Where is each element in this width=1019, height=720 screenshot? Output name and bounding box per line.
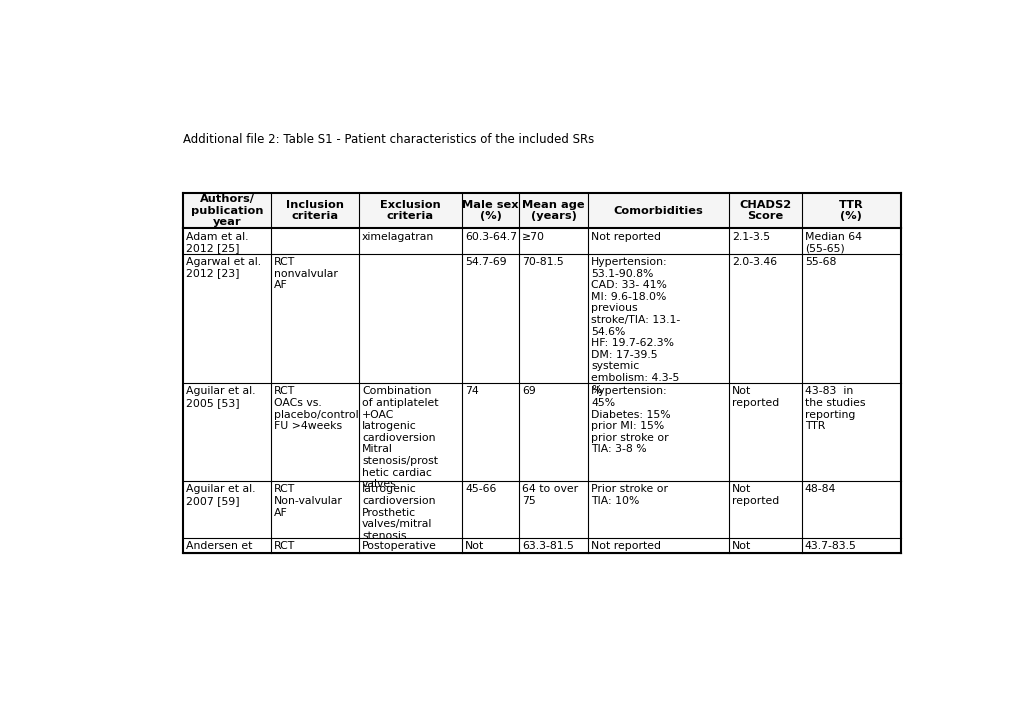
Text: 60.3-64.7: 60.3-64.7 <box>465 232 517 241</box>
Text: Comorbidities: Comorbidities <box>613 206 703 215</box>
Text: Not reported: Not reported <box>590 232 660 241</box>
Text: ximelagatran: ximelagatran <box>362 232 434 241</box>
Text: Exclusion
criteria: Exclusion criteria <box>380 199 440 221</box>
Bar <box>183 228 900 254</box>
Text: RCT
nonvalvular
AF: RCT nonvalvular AF <box>274 257 337 290</box>
Text: RCT: RCT <box>274 541 296 551</box>
Text: Mean age
(years): Mean age (years) <box>522 199 584 221</box>
Text: 74: 74 <box>465 387 478 396</box>
Text: Prior stroke or
TIA: 10%: Prior stroke or TIA: 10% <box>590 485 667 506</box>
Text: Not
reported: Not reported <box>732 485 779 506</box>
Text: Postoperative: Postoperative <box>362 541 436 551</box>
Bar <box>183 383 900 482</box>
Text: Hypertension:
45%
Diabetes: 15%
prior MI: 15%
prior stroke or
TIA: 3-8 %: Hypertension: 45% Diabetes: 15% prior MI… <box>590 387 671 454</box>
Text: 45-66: 45-66 <box>465 485 496 495</box>
Text: Combination
of antiplatelet
+OAC
Iatrogenic
cardioversion
Mitral
stenosis/prost
: Combination of antiplatelet +OAC Iatroge… <box>362 387 438 489</box>
Text: Iatrogenic
cardioversion
Prosthetic
valves/mitral
stenosis: Iatrogenic cardioversion Prosthetic valv… <box>362 485 435 541</box>
Text: Hypertension:
53.1-90.8%
CAD: 33- 41%
MI: 9.6-18.0%
previous
stroke/TIA: 13.1-
5: Hypertension: 53.1-90.8% CAD: 33- 41% MI… <box>590 257 680 395</box>
Text: 48-84: 48-84 <box>804 485 836 495</box>
Text: 69: 69 <box>522 387 536 396</box>
Text: Male sex
(%): Male sex (%) <box>462 199 519 221</box>
Text: RCT
OACs vs.
placebo/control
FU >4weeks: RCT OACs vs. placebo/control FU >4weeks <box>274 387 359 431</box>
Text: Inclusion
criteria: Inclusion criteria <box>285 199 343 221</box>
Text: 55-68: 55-68 <box>804 257 836 267</box>
Text: Adam et al.
2012 [25]: Adam et al. 2012 [25] <box>186 232 249 253</box>
Bar <box>183 482 900 538</box>
Text: CHADS2
Score: CHADS2 Score <box>739 199 791 221</box>
Text: 70-81.5: 70-81.5 <box>522 257 564 267</box>
Text: Authors/
publication
year: Authors/ publication year <box>191 194 263 228</box>
Text: TTR
(%): TTR (%) <box>839 199 863 221</box>
Text: Aguilar et al.
2005 [53]: Aguilar et al. 2005 [53] <box>186 387 256 408</box>
Bar <box>183 193 900 228</box>
Bar <box>183 538 900 553</box>
Text: Not: Not <box>732 541 751 551</box>
Text: Not reported: Not reported <box>590 541 660 551</box>
Text: 2.0-3.46: 2.0-3.46 <box>732 257 776 267</box>
Bar <box>183 254 900 383</box>
Text: 43.7-83.5: 43.7-83.5 <box>804 541 856 551</box>
Text: RCT
Non-valvular
AF: RCT Non-valvular AF <box>274 485 342 518</box>
Text: 54.7-69: 54.7-69 <box>465 257 506 267</box>
Text: Aguilar et al.
2007 [59]: Aguilar et al. 2007 [59] <box>186 485 256 506</box>
Text: 2.1-3.5: 2.1-3.5 <box>732 232 769 241</box>
Text: ≥70: ≥70 <box>522 232 545 241</box>
Text: Not
reported: Not reported <box>732 387 779 408</box>
Text: 43-83  in
the studies
reporting
TTR: 43-83 in the studies reporting TTR <box>804 387 864 431</box>
Text: Not: Not <box>465 541 484 551</box>
Text: Andersen et: Andersen et <box>186 541 253 551</box>
Text: 64 to over
75: 64 to over 75 <box>522 485 578 506</box>
Text: Median 64
(55-65): Median 64 (55-65) <box>804 232 861 253</box>
Text: Agarwal et al.
2012 [23]: Agarwal et al. 2012 [23] <box>186 257 261 279</box>
Text: Additional file 2: Table S1 - Patient characteristics of the included SRs: Additional file 2: Table S1 - Patient ch… <box>183 132 594 145</box>
Text: 63.3-81.5: 63.3-81.5 <box>522 541 574 551</box>
